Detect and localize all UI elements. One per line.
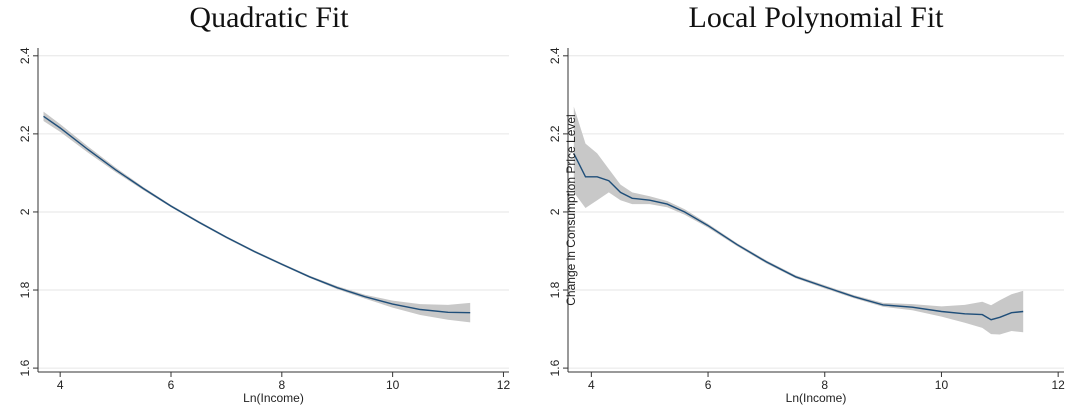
fitted-line [43, 115, 471, 314]
x-tick-label: 10 [935, 378, 949, 392]
x-tick-label: 8 [821, 378, 828, 392]
y-tick-label: 1.6 [548, 359, 562, 376]
chart-title-local-polynomial: Local Polynomial Fit [688, 1, 944, 34]
x-tick-label: 6 [168, 378, 175, 392]
x-tick-label: 6 [705, 378, 712, 392]
y-tick-label: 2 [548, 208, 562, 215]
x-axis-label: Ln(Income) [243, 391, 304, 405]
x-tick-label: 12 [1051, 378, 1065, 392]
fitted-line [573, 153, 1024, 321]
x-tick-label: 12 [497, 378, 511, 392]
confidence-band [573, 106, 1024, 335]
y-tick-label: 1.8 [548, 281, 562, 298]
y-tick-label: 2.2 [18, 125, 32, 142]
x-tick-label: 8 [278, 378, 285, 392]
y-tick-label: 2.4 [18, 47, 32, 64]
x-tick-label: 4 [57, 378, 64, 392]
confidence-band [43, 111, 471, 323]
x-tick-label: 4 [588, 378, 595, 392]
x-tick-label: 10 [386, 378, 400, 392]
chart-title-quadratic: Quadratic Fit [189, 1, 349, 34]
y-axis-label: Change in Consumption Price Level [564, 114, 578, 305]
y-tick-label: 1.8 [18, 281, 32, 298]
y-tick-label: 1.6 [18, 359, 32, 376]
x-axis-label: Ln(Income) [786, 391, 847, 405]
y-tick-label: 2 [18, 208, 32, 215]
y-tick-label: 2.2 [548, 125, 562, 142]
y-tick-label: 2.4 [548, 47, 562, 64]
